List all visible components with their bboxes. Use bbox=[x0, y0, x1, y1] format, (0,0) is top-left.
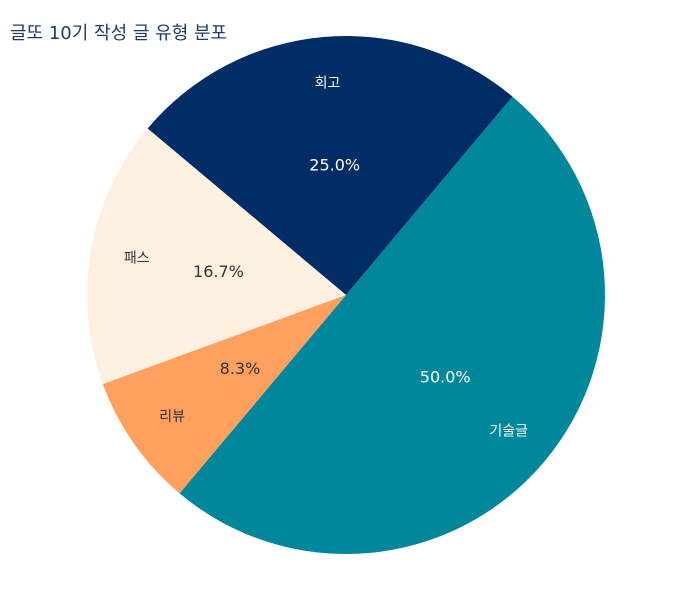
slice-label: 리뷰 bbox=[159, 409, 185, 425]
pie-slice bbox=[102, 295, 347, 494]
pie-slice bbox=[179, 96, 605, 555]
pie-slice bbox=[147, 35, 513, 295]
chart-title: 글또 10기 작성 글 유형 분포 bbox=[10, 23, 227, 44]
pie-slice bbox=[86, 128, 346, 385]
percent-label: 16.7% bbox=[193, 262, 244, 281]
slice-label: 패스 bbox=[124, 250, 150, 266]
percent-label: 50.0% bbox=[420, 368, 471, 387]
percent-label: 8.3% bbox=[220, 359, 261, 378]
percent-label: 25.0% bbox=[309, 155, 360, 174]
slice-label: 기술글 bbox=[489, 424, 528, 440]
slice-label: 회고 bbox=[315, 75, 341, 91]
